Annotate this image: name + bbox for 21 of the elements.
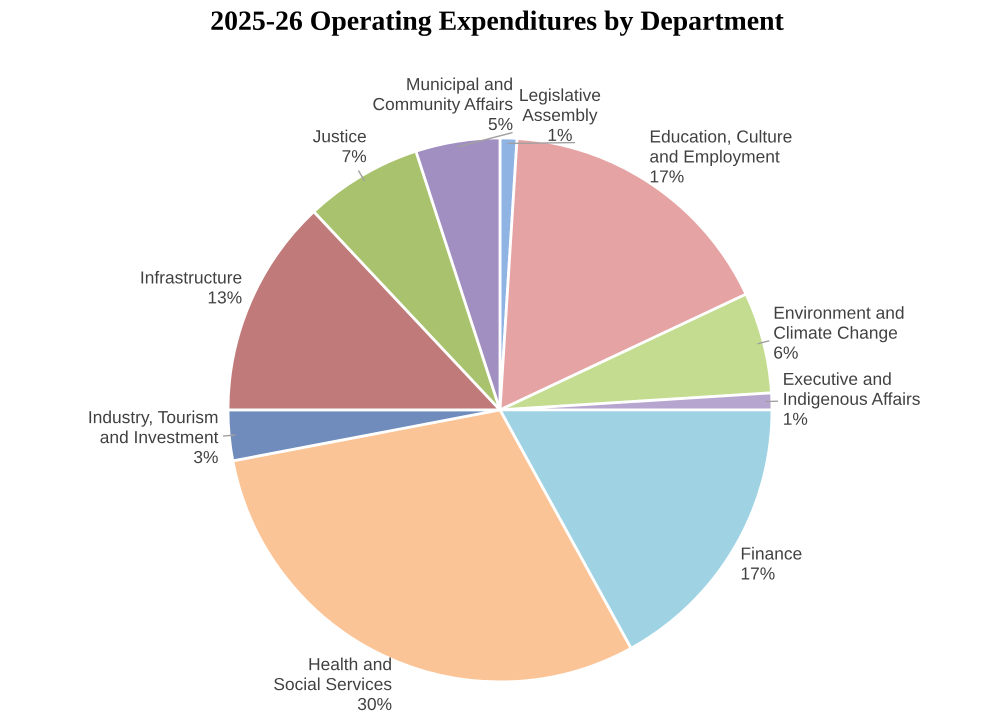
data-label: 1% <box>784 412 808 425</box>
slice-label: Industry, Tourism and Investment <box>89 410 218 444</box>
data-label: 1% <box>548 128 572 141</box>
slice-label: Environment and Climate Change <box>774 306 904 342</box>
data-label: 17% <box>742 567 775 580</box>
slice-label: Education, Culture and Employment <box>650 130 792 166</box>
slice-label: Executive and Indigenous Affairs <box>784 372 920 408</box>
slice-label: Finance <box>742 546 802 560</box>
data-label: 5% <box>488 118 512 130</box>
slice-label: Health and Social Services <box>274 658 392 690</box>
slice-label: Infrastructure <box>141 270 242 284</box>
data-label: 17% <box>650 170 684 182</box>
chart-title: 2025-26 Operating Expenditures by Department <box>211 10 784 36</box>
data-label: 7% <box>342 150 366 162</box>
slice-label: Legislative Assembly <box>520 88 600 125</box>
data-label: 30% <box>358 698 392 710</box>
data-label: 13% <box>208 291 242 304</box>
slice-label: Municipal and Community Affairs <box>373 78 512 114</box>
data-label: 3% <box>194 450 218 464</box>
data-label: 6% <box>774 346 798 359</box>
slice-label: Justice <box>312 130 366 142</box>
